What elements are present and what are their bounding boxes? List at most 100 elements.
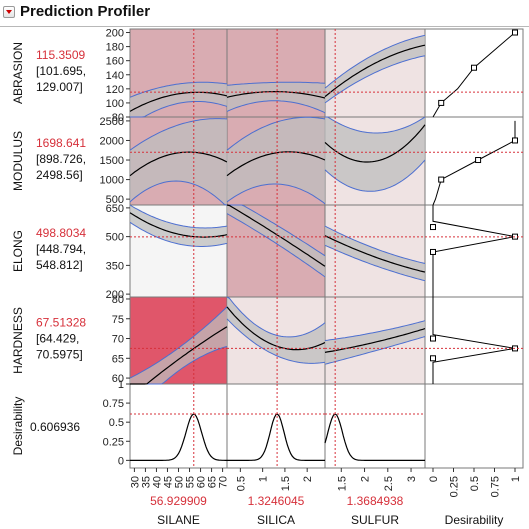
ci-lower-elong-silane: [129, 221, 228, 247]
response-label-hardness: HARDNESS: [11, 307, 25, 374]
xtick-label-silica-3: 2: [302, 476, 314, 482]
response-value-hardness: 67.51328: [36, 316, 86, 330]
profile-curve-abrasion-sulfur: [324, 44, 426, 98]
ytick-label-desirability-1: 0.25: [103, 436, 124, 448]
response-label-modulus: MODULUS: [11, 131, 25, 191]
factor-value-sulfur[interactable]: 1.3684938: [347, 494, 404, 508]
response-ci-high-elong: 548.812]: [36, 258, 83, 272]
ytick-label-modulus-3: 2000: [100, 135, 124, 147]
ytick-label-elong-1: 350: [106, 260, 124, 272]
factor-value-silica[interactable]: 1.3246045: [248, 494, 305, 508]
response-ci-low-abrasion: [101.695,: [36, 64, 86, 78]
factor-label-sulfur: SULFUR: [351, 513, 399, 527]
profile-curve-hardness-silane: [130, 326, 228, 385]
xtick-label-silane-5: 55: [185, 476, 197, 488]
desirability-curve-silane: [130, 413, 227, 461]
response-ci-low-elong: [448.794,: [36, 242, 86, 256]
ci-upper-abrasion-silane: [129, 81, 228, 98]
triangle-icon: [6, 10, 12, 14]
response-value-abrasion: 115.3509: [36, 48, 85, 62]
profile-curve-elong-sulfur: [324, 235, 426, 273]
ci-lower-modulus-sulfur: [324, 159, 426, 192]
ci-lower-hardness-silica: [226, 318, 326, 364]
ytick-label-modulus-2: 1500: [100, 155, 124, 167]
ytick-label-elong-0: 200: [106, 289, 124, 301]
profile-curve-hardness-sulfur: [324, 328, 426, 353]
xtick-label-desirability-2: 0.5: [469, 476, 481, 491]
ytick-label-abrasion-4: 160: [106, 56, 124, 68]
ytick-label-elong-3: 650: [106, 203, 124, 215]
ci-lower-abrasion-silica: [226, 100, 326, 114]
cell-bg-r4-c1: [226, 383, 326, 469]
desirability-marker-abrasion-2[interactable]: [512, 29, 518, 36]
response-ci-low-hardness: [64.429,: [36, 332, 79, 346]
desirability-marker-modulus-0[interactable]: [438, 176, 445, 183]
ytick-label-abrasion-5: 180: [106, 42, 124, 54]
desirability-marker-elong-2[interactable]: [430, 224, 436, 231]
xtick-label-silane-6: 60: [196, 476, 208, 488]
ci-upper-abrasion-silica: [226, 81, 326, 86]
xtick-label-desirability-0: 0: [428, 476, 440, 482]
xtick-label-silane-3: 45: [162, 476, 174, 488]
desirability-marker-hardness-0[interactable]: [430, 355, 436, 362]
ytick-label-elong-2: 500: [106, 232, 124, 244]
ytick-label-abrasion-6: 200: [106, 28, 124, 40]
ci-band-elong-silane: [130, 205, 227, 247]
xtick-label-desirability-3: 0.75: [490, 476, 502, 497]
profile-curve-modulus-silane: [129, 151, 228, 177]
xtick-label-silica-0: 0.5: [235, 476, 247, 491]
ci-band-modulus-silane: [130, 118, 227, 205]
ytick-label-hardness-1: 65: [112, 353, 124, 365]
ci-band-modulus-sulfur: [325, 117, 425, 192]
xtick-label-sulfur-0: 1.5: [336, 476, 348, 491]
xtick-label-sulfur-3: 3: [406, 476, 418, 482]
profiler-header: Prediction Profiler: [0, 0, 529, 27]
profile-curve-modulus-sulfur: [324, 124, 426, 163]
ytick-label-hardness-2: 70: [112, 334, 124, 346]
response-label-elong: ELONG: [11, 230, 25, 272]
ci-upper-modulus-silane: [129, 118, 228, 151]
ytick-label-abrasion-0: 80: [112, 112, 124, 124]
red-triangle-menu-icon[interactable]: [3, 6, 15, 18]
ytick-label-modulus-0: 500: [106, 194, 124, 206]
xtick-label-silane-8: 70: [218, 476, 230, 488]
desirability-marker-elong-0[interactable]: [430, 248, 436, 255]
desirability-row-value: 0.606936: [30, 420, 80, 434]
ytick-label-modulus-1: 1000: [100, 175, 124, 187]
ytick-label-hardness-0: 60: [112, 373, 124, 385]
xtick-label-desirability-1: 0.25: [449, 476, 461, 497]
cell-bg-r4-c3: [424, 383, 524, 469]
ytick-label-desirability-0: 0: [118, 455, 124, 467]
ci-lower-hardness-sulfur: [324, 336, 426, 365]
desirability-marker-abrasion-1[interactable]: [471, 64, 477, 71]
desirability-curve-sulfur: [324, 413, 425, 461]
xtick-label-sulfur-2: 2.5: [383, 476, 395, 491]
desirability-marker-abrasion-0[interactable]: [438, 99, 445, 106]
desirability-col-label: Desirability: [445, 513, 504, 527]
xtick-label-silica-2: 1.5: [280, 476, 292, 491]
desirability-marker-hardness-2[interactable]: [430, 335, 436, 342]
xtick-label-silane-4: 50: [174, 476, 186, 488]
ci-band-elong-sulfur: [325, 226, 425, 281]
profile-curve-abrasion-silane: [129, 91, 228, 112]
ci-lower-modulus-silane: [129, 180, 228, 206]
ci-lower-elong-silica: [226, 213, 326, 278]
ci-band-abrasion-silica: [227, 82, 325, 113]
ytick-label-abrasion-1: 100: [106, 98, 124, 110]
ci-upper-modulus-silica: [226, 116, 326, 151]
cell-bg-r3-c3: [424, 296, 524, 385]
ytick-label-hardness-4: 80: [112, 294, 124, 306]
xtick-label-silane-7: 65: [207, 476, 219, 488]
desirability-marker-modulus-2[interactable]: [512, 137, 518, 144]
ci-upper-hardness-sulfur: [324, 320, 426, 341]
ci-lower-modulus-silica: [226, 183, 326, 205]
desirability-marker-modulus-1[interactable]: [475, 157, 482, 164]
response-ci-high-modulus: 2498.56]: [36, 168, 83, 182]
response-ci-high-hardness: 70.5975]: [36, 348, 83, 362]
desirability-curve-silica: [227, 413, 325, 461]
xtick-label-silica-1: 1: [258, 476, 270, 482]
factor-value-silane[interactable]: 56.929909: [150, 494, 207, 508]
ci-band-hardness-silica: [227, 297, 325, 364]
